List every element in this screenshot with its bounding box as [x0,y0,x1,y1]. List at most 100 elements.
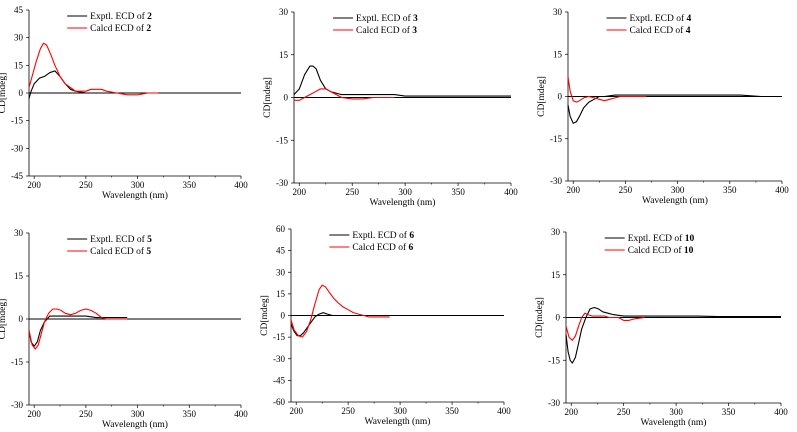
y-tick-label: -45 [11,171,23,181]
x-tick-label: 350 [723,185,737,195]
legend-label: Exptl. ECD of 5 [90,234,152,245]
y-tick-label: 30 [14,33,24,43]
legend-label: Calcd ECD of 6 [352,242,413,253]
y-tick-label: -15 [550,134,562,144]
y-axis-title: CD[mdeg] [0,299,8,340]
x-tick-label: 300 [131,409,145,419]
y-axis-title: CD[mdeg] [263,77,273,118]
y-tick-label: -15 [276,135,288,145]
series-line [28,42,159,96]
chart-panel-2: 200 250 300 350 400 -45 -30 -15 0 15 30 45 Wavelengt… [0,5,248,201]
y-tick-label: -15 [548,355,560,365]
y-tick-label: 15 [553,49,563,59]
series-line [293,65,511,97]
x-tick-label: 350 [445,406,459,416]
legend-label: Calcd ECD of 4 [630,25,691,36]
y-tick-label: -15 [273,332,285,342]
x-tick-label: 200 [289,406,303,416]
legend-label: Calcd ECD of 2 [90,23,151,34]
y-axis-title: CD[mdeg] [0,73,8,114]
legend-label: Exptl. ECD of 3 [356,13,418,24]
y-tick-label: 45 [276,246,286,256]
series-line [290,284,390,338]
y-tick-label: -30 [276,178,288,188]
x-tick-label: 250 [79,180,93,190]
x-tick-label: 250 [341,406,355,416]
y-tick-label: 30 [553,7,563,17]
y-tick-label: -30 [273,354,285,364]
legend-label: Exptl. ECD of 10 [628,233,695,244]
x-axis-title: Wavelength (nm) [365,416,431,427]
y-tick-label: 15 [276,289,286,299]
x-tick-label: 300 [671,185,685,195]
x-tick-label: 350 [722,407,736,417]
y-axis-title: CD[mdeg] [537,76,547,117]
x-axis-title: Wavelength (nm) [102,190,168,201]
series-line [565,312,645,341]
x-tick-label: 350 [451,187,465,197]
y-tick-label: 0 [558,92,563,102]
y-tick-label: -30 [11,143,23,153]
y-tick-label: -15 [11,357,23,367]
series-line [565,306,781,364]
y-tick-label: 30 [276,267,286,277]
x-tick-label: 200 [564,407,578,417]
y-tick-label: 15 [14,60,24,70]
x-tick-label: 300 [393,406,407,416]
series-line [567,94,782,124]
x-tick-label: 250 [79,409,93,419]
chart-panel-4: 200 250 300 350 400 -30 -15 0 15 30 Wavelength (nm… [537,7,789,206]
x-tick-label: 200 [293,187,307,197]
chart-panel-3: 200 250 300 350 400 -30 -15 0 15 30 Wavelength (nm… [263,7,518,208]
series-line [28,315,128,347]
y-tick-label: 30 [14,228,24,238]
series-line [567,76,647,103]
x-tick-label: 350 [183,409,197,419]
legend-label: Exptl. ECD of 4 [630,13,692,24]
legend-label: Exptl. ECD of 2 [90,11,152,22]
y-tick-label: -45 [273,375,285,385]
chart-panel-5: 200 250 300 350 400 -30 -15 0 15 30 Wavelength (nm… [0,228,248,430]
x-tick-label: 300 [398,187,412,197]
x-tick-label: 250 [617,407,631,417]
legend-label: Calcd ECD of 3 [356,25,417,36]
y-tick-label: 15 [279,50,289,60]
y-tick-label: -30 [11,400,23,410]
y-tick-label: 30 [551,227,561,237]
y-tick-label: -60 [273,397,285,407]
y-axis-title: CD[mdeg] [260,295,270,336]
x-tick-label: 250 [345,187,359,197]
y-tick-label: -30 [548,398,560,408]
y-axis-title: CD[mdeg] [535,297,545,338]
x-tick-label: 200 [566,185,580,195]
y-tick-label: 15 [14,271,24,281]
y-tick-label: 60 [276,224,286,234]
y-tick-label: -15 [11,116,23,126]
series-line [294,88,395,101]
series-line [28,70,107,99]
x-axis-title: Wavelength (nm) [642,195,708,206]
x-tick-label: 400 [774,407,788,417]
x-tick-label: 250 [619,185,633,195]
series-line [290,312,369,337]
y-tick-label: 45 [14,5,24,15]
y-tick-label: -30 [550,176,562,186]
legend-label: Calcd ECD of 5 [90,246,151,257]
chart-panel-6: 200 250 300 350 400 -60 -45 -30 -15 0 15 30 45 60 Wave… [260,224,511,427]
legend-label: Exptl. ECD of 6 [352,230,414,241]
y-tick-label: 0 [281,311,286,321]
y-tick-label: 0 [556,313,561,323]
x-tick-label: 400 [775,185,789,195]
series-line [28,308,128,350]
x-tick-label: 200 [27,180,41,190]
x-tick-label: 200 [27,409,41,419]
legend-label: Calcd ECD of 10 [628,245,694,256]
y-tick-label: 0 [284,93,289,103]
x-tick-label: 300 [669,407,683,417]
x-tick-label: 400 [497,406,511,416]
y-tick-label: 0 [19,88,24,98]
x-axis-title: Wavelength (nm) [102,419,168,430]
y-tick-label: 15 [551,270,561,280]
x-tick-label: 400 [234,409,248,419]
